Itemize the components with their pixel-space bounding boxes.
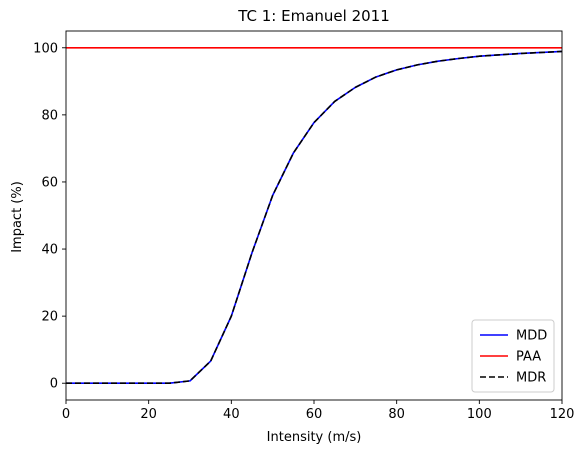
legend: MDD PAA MDR <box>471 319 555 393</box>
x-tick-label: 100 <box>467 407 492 422</box>
x-axis: 0 20 40 60 80 100 120 <box>62 400 575 422</box>
x-tick-label: 0 <box>62 407 70 422</box>
legend-box <box>471 319 555 393</box>
legend-label-paa: PAA <box>516 350 541 365</box>
series-mdr-line <box>66 50 562 385</box>
chart-title: TC 1: Emanuel 2011 <box>237 7 390 25</box>
legend-label-mdd: MDD <box>516 329 547 344</box>
y-tick-label: 40 <box>41 243 58 258</box>
y-axis: 0 20 40 60 80 100 <box>33 41 66 392</box>
x-axis-label: Intensity (m/s) <box>267 430 362 445</box>
y-tick-label: 20 <box>41 310 58 325</box>
y-tick-label: 60 <box>41 175 58 190</box>
x-tick-label: 20 <box>140 407 157 422</box>
y-axis-label: Impact (%) <box>10 181 25 253</box>
y-tick-label: 0 <box>50 377 58 392</box>
y-tick-label: 80 <box>41 108 58 123</box>
y-tick-label: 100 <box>33 41 58 56</box>
x-tick-label: 60 <box>306 407 323 422</box>
legend-label-mdr: MDR <box>516 371 546 386</box>
x-tick-label: 40 <box>223 407 240 422</box>
series-layer <box>66 46 562 385</box>
x-tick-label: 120 <box>550 407 575 422</box>
x-tick-label: 80 <box>388 407 405 422</box>
